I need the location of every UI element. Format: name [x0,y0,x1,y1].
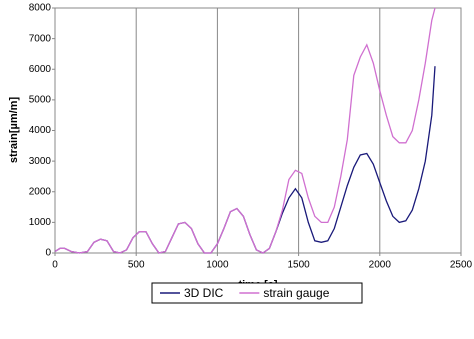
y-tick-label: 8000 [29,3,52,14]
x-tick-label: 2500 [450,260,473,271]
y-tick-label: 4000 [29,125,52,136]
y-tick-label: 2000 [29,186,52,197]
y-axis-label: strain[µm/m] [8,97,20,164]
y-tick-label: 5000 [29,95,52,106]
x-tick-label: 500 [128,260,145,271]
x-tick-label: 2000 [369,260,392,271]
y-tick-label: 6000 [29,64,52,75]
plot-area [54,7,462,254]
y-tick-label: 3000 [29,156,52,167]
x-tick-label: 1000 [206,260,229,271]
y-tick-label: 7000 [29,33,52,44]
legend-label: strain gauge [263,286,329,300]
series-line [54,7,436,254]
x-tick-label: 0 [52,260,58,271]
y-tick-label: 1000 [29,217,52,228]
legend-label: 3D DIC [184,286,224,300]
x-tick-label: 1500 [287,260,310,271]
y-tick-label: 0 [45,248,51,259]
